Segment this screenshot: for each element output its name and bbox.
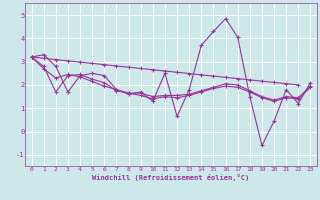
X-axis label: Windchill (Refroidissement éolien,°C): Windchill (Refroidissement éolien,°C): [92, 174, 250, 181]
